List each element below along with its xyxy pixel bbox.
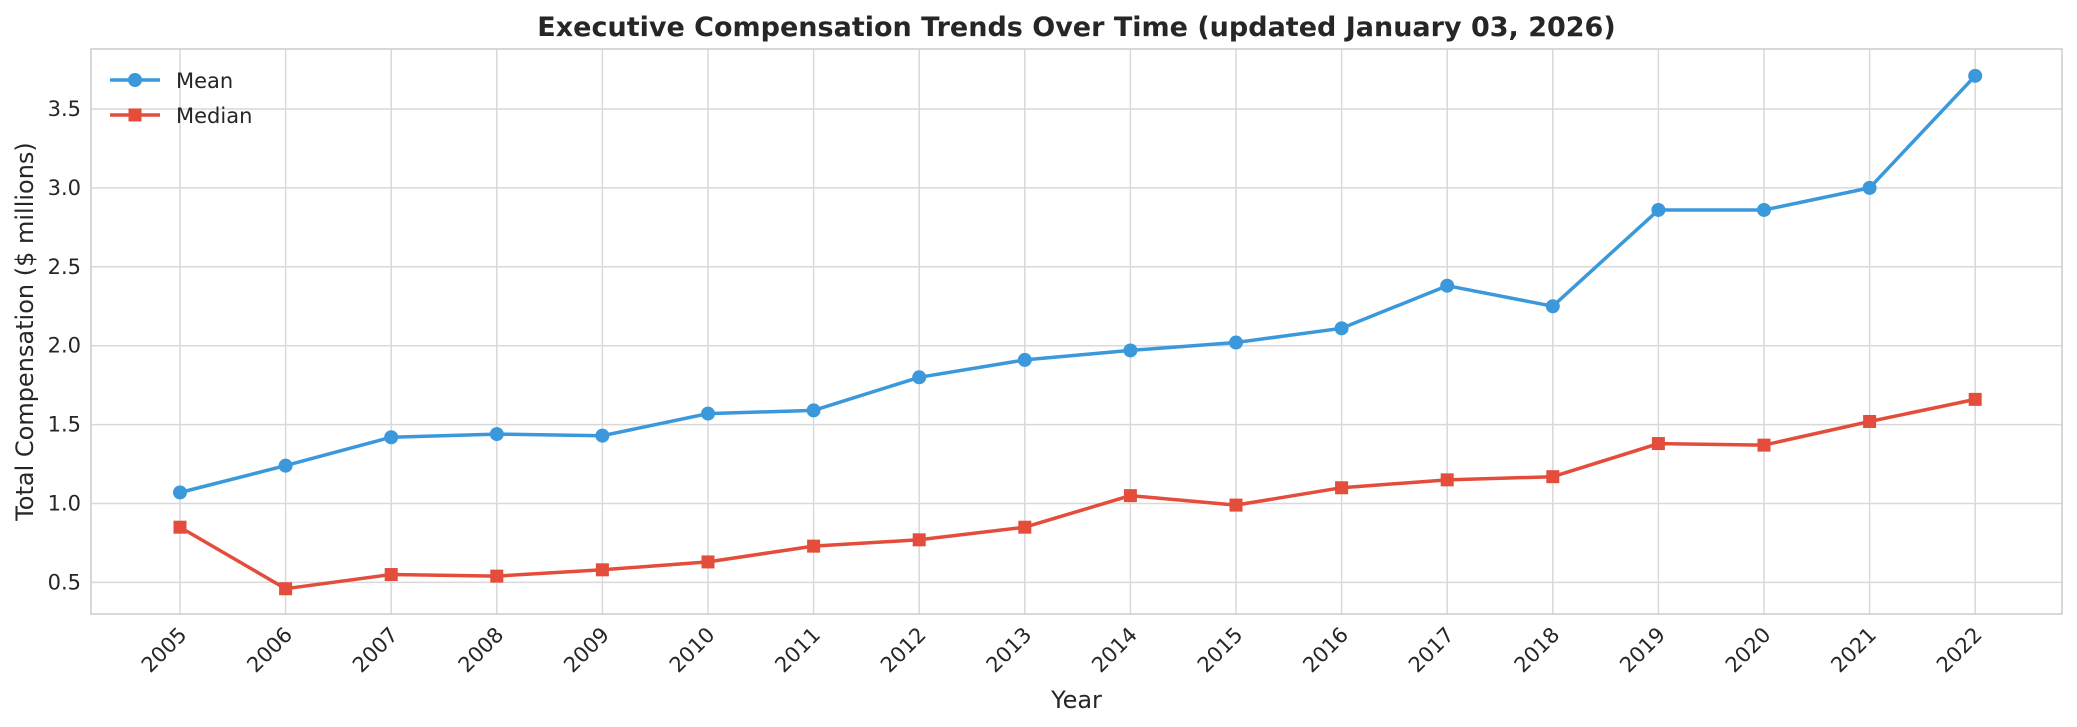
data-point-mean <box>173 485 187 500</box>
data-point-median <box>1546 470 1560 484</box>
legend-label-mean: Mean <box>176 69 233 93</box>
series-mean <box>173 68 1983 500</box>
data-point-mean <box>278 458 293 473</box>
y-tick-label: 0.5 <box>48 570 81 594</box>
grid-lines <box>91 49 2062 614</box>
data-point-mean <box>1651 202 1666 217</box>
data-point-median <box>490 569 504 583</box>
data-point-mean <box>489 427 504 442</box>
data-point-mean <box>595 428 610 443</box>
y-tick-label: 2.0 <box>48 334 81 358</box>
data-point-mean <box>1017 352 1032 367</box>
legend-marker-median <box>128 108 142 122</box>
data-point-median <box>1968 392 1982 406</box>
data-point-mean <box>1862 180 1877 195</box>
series-line-median <box>178 397 1977 591</box>
y-tick-label: 2.5 <box>48 255 81 279</box>
y-tick-label: 1.0 <box>48 492 81 516</box>
data-point-median <box>1018 520 1032 534</box>
data-point-mean <box>912 370 927 385</box>
data-point-median <box>1863 414 1877 428</box>
legend-label-median: Median <box>176 104 252 128</box>
y-tick-label: 3.0 <box>48 176 81 200</box>
data-point-median <box>701 555 715 569</box>
data-point-mean <box>1229 335 1243 350</box>
data-point-mean <box>384 430 399 445</box>
x-axis-label: Year <box>1050 686 1102 714</box>
data-point-mean <box>1545 299 1560 314</box>
data-point-median <box>595 563 609 577</box>
data-point-median <box>1229 498 1243 512</box>
legend-marker-mean <box>128 73 142 87</box>
series-group <box>173 68 1983 596</box>
data-point-median <box>912 533 926 547</box>
data-point-median <box>807 539 821 553</box>
data-point-median <box>1440 473 1454 487</box>
data-point-median <box>173 520 187 534</box>
data-point-mean <box>1123 343 1138 358</box>
data-point-mean <box>1968 68 1983 83</box>
data-point-median <box>279 582 293 596</box>
series-line-mean <box>178 74 1977 495</box>
data-point-mean <box>1334 321 1349 336</box>
data-point-median <box>384 568 398 582</box>
y-axis-label: Total Compensation ($ millions) <box>11 142 39 522</box>
legend: Mean Median <box>110 69 252 128</box>
chart-title: Executive Compensation Trends Over Time … <box>537 12 1615 43</box>
data-point-median <box>1651 437 1665 451</box>
y-tick-label: 3.5 <box>48 97 81 121</box>
data-point-median <box>1757 438 1771 452</box>
data-point-mean <box>1757 202 1771 217</box>
data-point-median <box>1123 489 1137 503</box>
series-median <box>173 392 1982 596</box>
data-point-mean <box>806 403 821 418</box>
data-point-median <box>1335 481 1349 495</box>
data-point-mean <box>1440 278 1455 293</box>
y-tick-label: 1.5 <box>48 413 81 437</box>
data-point-mean <box>701 406 715 421</box>
plot-frame <box>90 48 2063 615</box>
